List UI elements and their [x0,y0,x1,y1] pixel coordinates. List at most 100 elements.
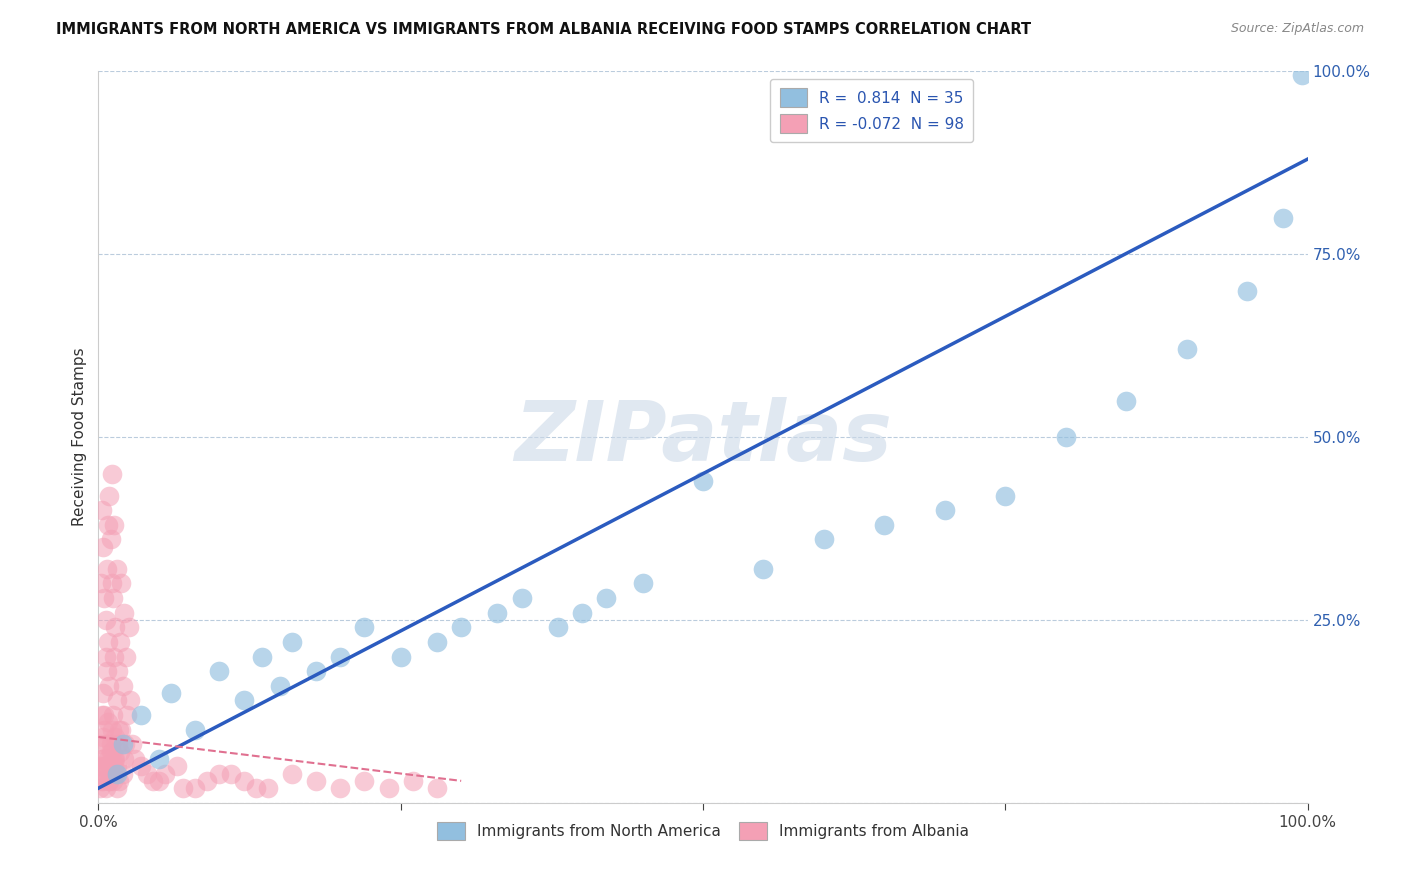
Point [112,606,135,620]
Point [100,533,122,547]
Point [115,649,138,664]
Point [104,620,127,634]
Point [108,745,131,759]
Point [104,730,127,744]
Point [402,773,425,788]
Text: IMMIGRANTS FROM NORTH AMERICA VS IMMIGRANTS FROM ALBANIA RECEIVING FOOD STAMPS C: IMMIGRANTS FROM NORTH AMERICA VS IMMIGRA… [56,22,1032,37]
Point [103,759,125,773]
Point [250,649,273,664]
Point [96,664,118,678]
Point [101,591,124,605]
Point [107,664,129,678]
Point [184,781,207,796]
Point [94,613,117,627]
Point [124,752,146,766]
Point [100,737,122,751]
Point [90,773,112,788]
Point [117,708,139,723]
Point [103,752,125,766]
Point [91,752,114,766]
Point [93,591,115,605]
Point [91,708,114,723]
Point [98,773,121,788]
Point [305,664,328,678]
Point [89,781,111,796]
Point [97,517,120,532]
Point [96,562,118,576]
Point [91,686,114,700]
Point [111,679,134,693]
Point [108,723,131,737]
Point [97,635,120,649]
Point [91,752,114,766]
Point [1272,211,1295,225]
Point [101,766,124,780]
Point [104,766,127,780]
Point [142,773,165,788]
Point [98,489,121,503]
Point [97,752,120,766]
Point [172,781,194,796]
Point [329,781,352,796]
Point [269,679,291,693]
Point [208,664,231,678]
Point [245,781,267,796]
Point [232,773,254,788]
Point [1291,68,1313,82]
Point [595,591,617,605]
Point [94,759,117,773]
Point [353,620,375,634]
Point [256,781,278,796]
Point [108,635,131,649]
Point [221,766,243,780]
Point [148,773,170,788]
Point [208,766,231,780]
Point [98,773,121,788]
Point [873,517,896,532]
Point [1175,343,1198,357]
Point [103,649,125,664]
Point [107,737,129,751]
Point [114,737,136,751]
Point [232,693,254,707]
Point [135,766,157,780]
Point [934,503,956,517]
Point [111,737,134,751]
Point [100,745,122,759]
Point [94,649,117,664]
Point [108,773,131,788]
Point [486,606,509,620]
Point [110,723,132,737]
Point [426,781,449,796]
Point [305,773,328,788]
Point [129,708,152,723]
Point [101,773,124,788]
Point [90,576,112,591]
Point [105,759,128,773]
Point [103,517,125,532]
Point [90,766,112,780]
Point [110,576,132,591]
Point [994,489,1017,503]
Point [450,620,472,634]
Point [1236,284,1258,298]
Point [100,745,122,759]
Point [93,723,115,737]
Point [752,562,775,576]
Point [100,759,122,773]
Point [105,781,128,796]
Point [329,649,352,664]
Point [377,781,399,796]
Point [111,766,134,780]
Point [195,773,218,788]
Point [281,766,304,780]
Point [160,686,183,700]
Point [91,503,114,517]
Point [813,533,835,547]
Point [118,693,141,707]
Point [101,708,124,723]
Point [166,759,188,773]
Point [105,766,128,780]
Point [547,620,569,634]
Point [129,759,152,773]
